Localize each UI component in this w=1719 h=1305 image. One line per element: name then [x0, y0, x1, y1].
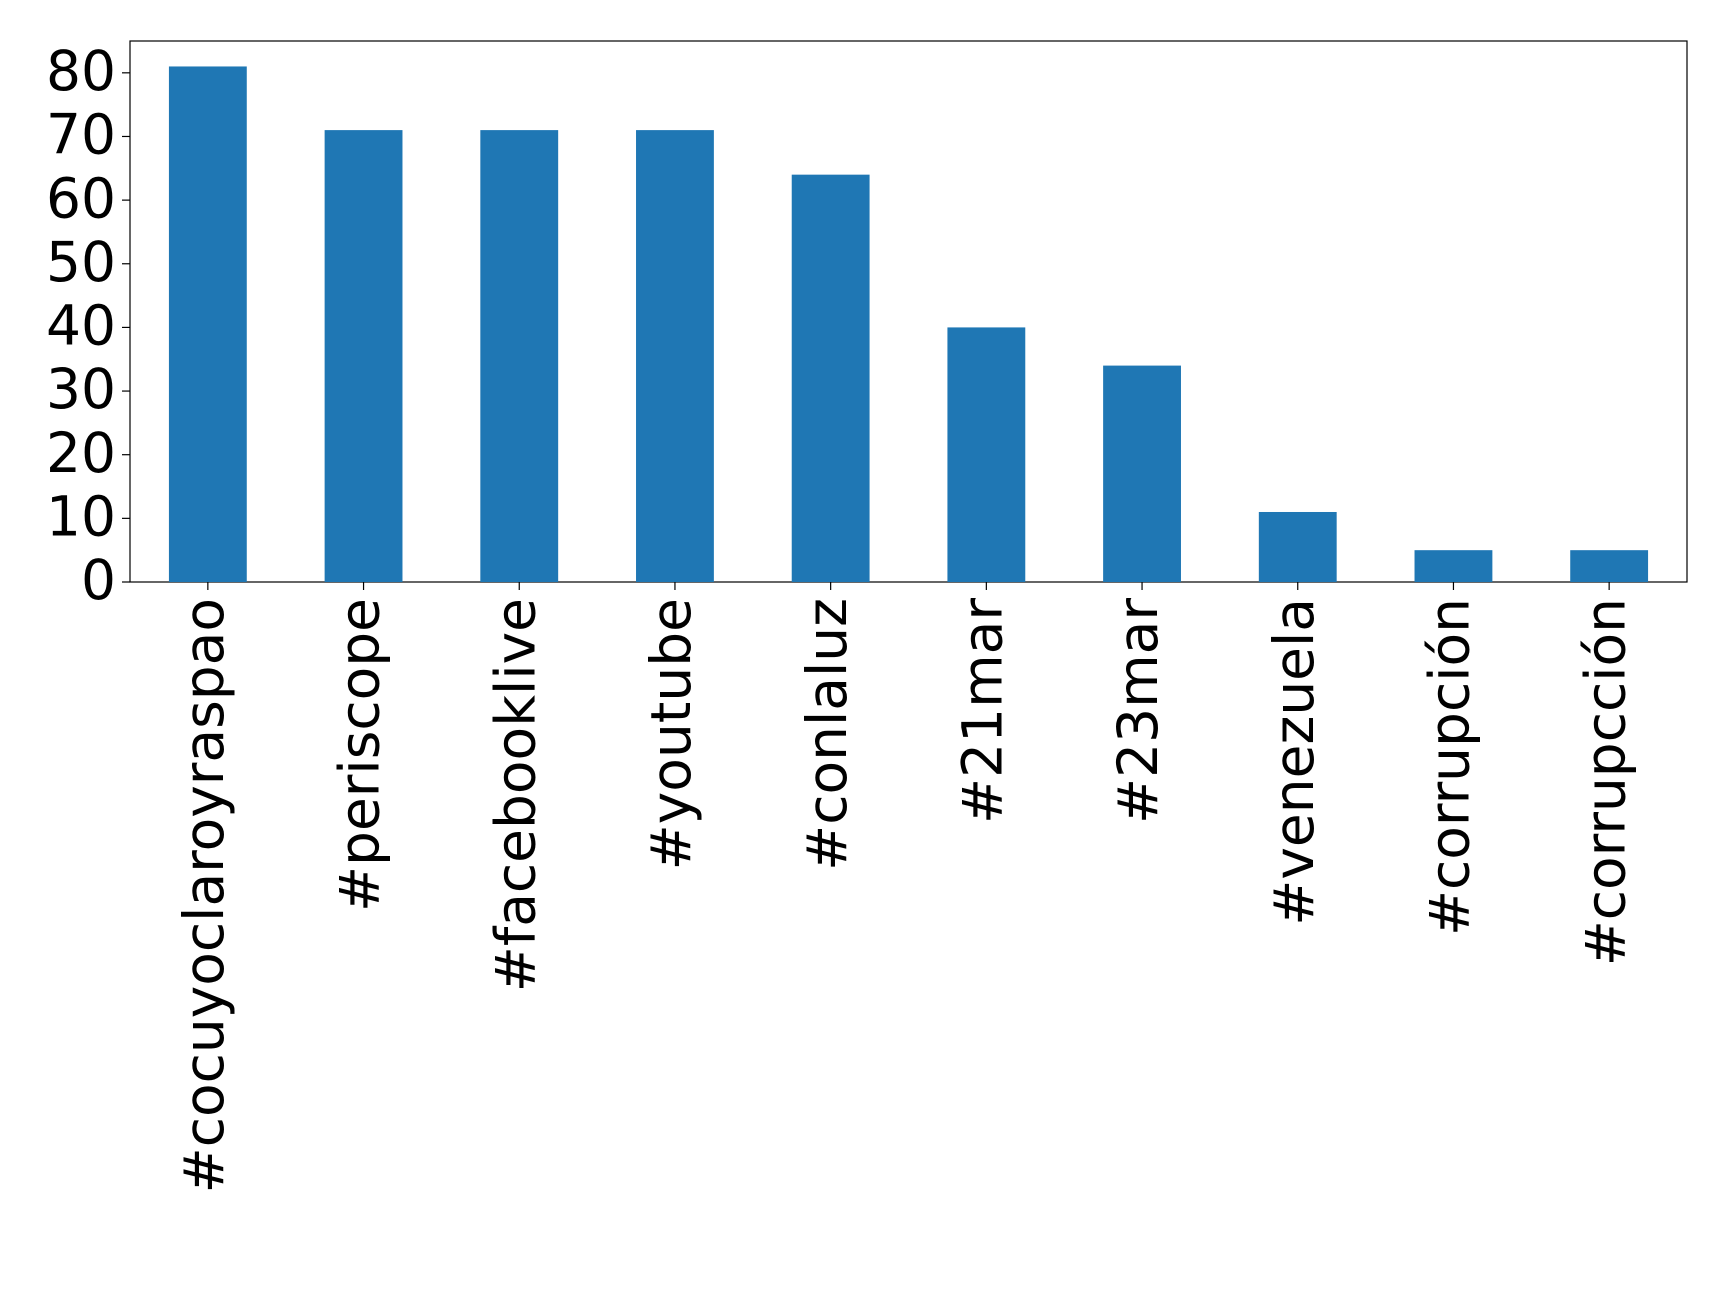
y-tick-label: 50: [46, 230, 116, 294]
bar: [168, 66, 247, 583]
bar: [947, 327, 1026, 582]
y-tick-label: 40: [46, 294, 116, 358]
bar: [636, 130, 714, 582]
x-tick-label: #conlaluz: [795, 598, 859, 871]
x-tick-label: #facebooklive: [483, 598, 547, 992]
bar: [1414, 550, 1493, 582]
bar: [324, 130, 403, 582]
x-tick-label: #venezuela: [1262, 598, 1326, 926]
y-tick-label: 20: [46, 421, 116, 485]
x-tick-label: #youtube: [639, 598, 703, 870]
y-tick-label: 0: [81, 548, 116, 612]
x-tick-label: #periscope: [328, 598, 392, 912]
bar: [1570, 550, 1649, 582]
x-tick-label: #cocuyoclaroyraspao: [172, 598, 236, 1193]
x-tick-label: #21mar: [950, 598, 1014, 824]
y-tick-label: 10: [46, 484, 116, 548]
y-tick-label: 80: [46, 39, 116, 103]
bar: [1258, 511, 1337, 582]
x-tick-label: #23mar: [1106, 598, 1170, 824]
y-tick-label: 60: [46, 166, 116, 230]
y-tick-label: 30: [46, 357, 116, 421]
plot-frame: [129, 40, 1688, 583]
bar: [1103, 365, 1181, 582]
x-tick-label: #corrupcción: [1573, 598, 1637, 966]
x-tick-label: #corrupción: [1418, 598, 1482, 936]
bar: [791, 174, 870, 583]
y-tick-label: 70: [46, 103, 116, 167]
bar: [480, 130, 559, 582]
